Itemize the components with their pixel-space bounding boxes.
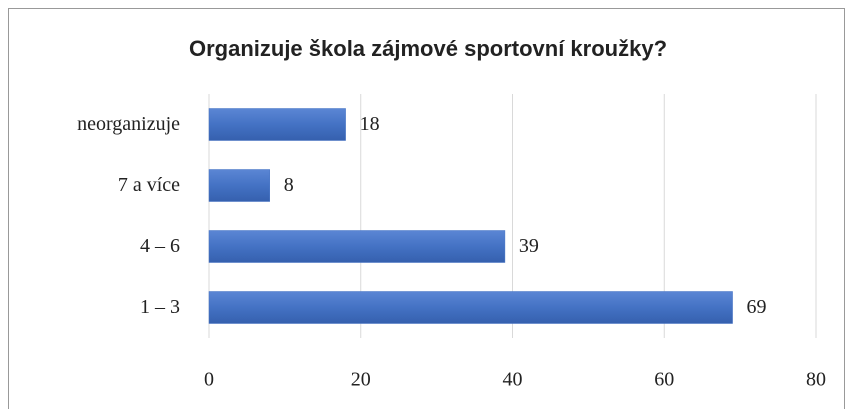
bar <box>208 291 733 324</box>
x-tick-label: 80 <box>806 369 826 391</box>
data-label: 8 <box>284 174 294 196</box>
bar <box>208 108 346 141</box>
x-tick-label: 20 <box>351 369 371 391</box>
data-label: 39 <box>519 235 539 257</box>
data-label: 69 <box>747 296 767 318</box>
x-tick-label: 40 <box>503 369 523 391</box>
x-tick-label: 0 <box>204 369 214 391</box>
data-label: 18 <box>360 113 380 135</box>
y-tick-label: 7 a více <box>118 174 180 196</box>
chart-border <box>8 8 845 409</box>
bar <box>208 230 506 263</box>
bar <box>208 169 270 202</box>
chart-title: Organizuje škola zájmové sportovní krouž… <box>189 36 667 61</box>
y-tick-label: 1 – 3 <box>140 296 180 318</box>
y-tick-label: neorganizuje <box>77 113 180 135</box>
y-tick-label: 4 – 6 <box>140 235 180 257</box>
x-tick-label: 60 <box>654 369 674 391</box>
